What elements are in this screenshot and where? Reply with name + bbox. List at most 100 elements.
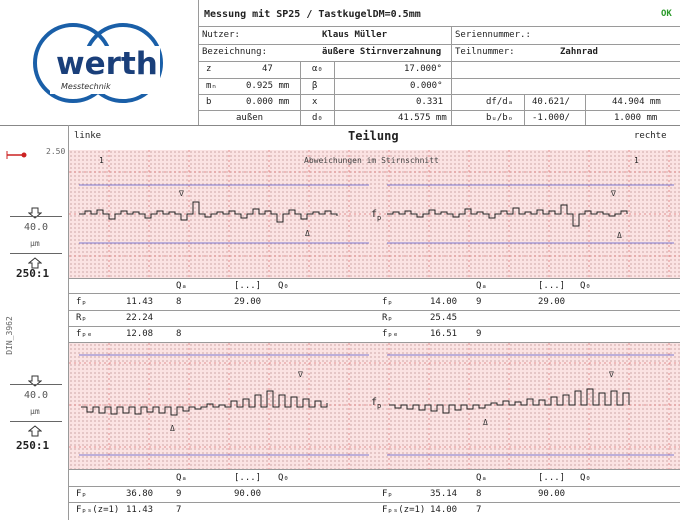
param-mn-value: 0.925 mm (246, 81, 290, 91)
teil-label: Teilnummer: (455, 47, 515, 57)
arrow-up-icon-2 (27, 422, 43, 441)
svg-text:∇: ∇ (178, 189, 184, 198)
tooth-1-label: 1 (99, 156, 104, 165)
t1-l-r0-val: 11.43 (126, 297, 154, 307)
scale2-value: 40.0 (24, 390, 49, 401)
svg-text:∇: ∇ (297, 370, 303, 379)
param-df-value: 40.621/ (532, 97, 570, 107)
param-bo-value: 1.000 mm (614, 113, 658, 123)
param-bu-bo: bᵤ/bₒ (486, 113, 514, 123)
t2-r-r0-val: 35.14 (430, 489, 458, 499)
werth-logo: werth Messtechnik (28, 8, 178, 118)
nutzer-value: Klaus Müller (322, 30, 388, 40)
t1-r-r0-lim: 29.00 (538, 297, 566, 307)
tooth-1-label-right: 1 (634, 156, 639, 165)
t1-r-r2-q: 9 (476, 329, 482, 339)
svg-text:Δ: Δ (617, 231, 622, 240)
header (0, 0, 680, 126)
t1-col-qb-right: Q₀ (580, 281, 591, 291)
t2-l-r1-q: 7 (176, 505, 182, 515)
param-b-value: 0.000 mm (246, 97, 290, 107)
bezeichnung-label: Bezeichnung: (202, 47, 268, 57)
plot-subtitle: Abweichungen im Stirnschnitt (304, 156, 439, 165)
t1-col-dots-right: [...] (538, 281, 566, 291)
t2-l-r1-label: Fₚₛ(z=1) (76, 505, 120, 515)
t2-r-r0-lim: 90.00 (538, 489, 566, 499)
param-x: x (312, 97, 318, 107)
t1-l-r1-val: 22.24 (126, 313, 154, 323)
t1-col-qa-right: Qₐ (476, 281, 487, 291)
svg-text:Δ: Δ (170, 424, 175, 433)
bezeichnung-value: äußere Stirnverzahnung (322, 47, 442, 57)
param-beta: β (312, 81, 318, 91)
t1-r-r0-val: 14.00 (430, 297, 458, 307)
t2-col-qb-right: Q₀ (580, 473, 591, 483)
t2-r-r0-label: Fₚ (382, 489, 393, 499)
t2-col-qa-left: Qₐ (176, 473, 187, 483)
ratio2: 250:1 (16, 439, 50, 452)
t2-l-r1-val: 11.43 (126, 505, 154, 515)
t1-col-qb-left: Q₀ (278, 281, 289, 291)
t2-l-r0-val: 36.80 (126, 489, 154, 499)
t1-r-r2-val: 16.51 (430, 329, 458, 339)
t1-r-r0-label: fₚ (382, 297, 393, 307)
fp-mark-1: fp (371, 209, 381, 224)
scale1-unit: μm (30, 239, 40, 248)
arrow-down-icon-2 (27, 372, 43, 391)
t1-col-qa-left: Qₐ (176, 281, 187, 291)
scale2-unit: μm (30, 407, 40, 416)
t2-col-qb-left: Q₀ (278, 473, 289, 483)
t1-l-r0-q: 8 (176, 297, 182, 307)
probe-icon (6, 145, 28, 164)
pitch-plot-2 (69, 343, 680, 469)
serien-label: Seriennummer.: (455, 30, 531, 40)
t2-l-r0-label: Fₚ (76, 489, 87, 499)
t2-col-qa-right: Qₐ (476, 473, 487, 483)
param-d0: d₀ (312, 113, 323, 123)
top-scale: 2.50 (46, 147, 66, 156)
t1-r-r1-val: 25.45 (430, 313, 458, 323)
t1-r-r0-q: 9 (476, 297, 482, 307)
t1-l-r1-label: Rₚ (76, 313, 87, 323)
t2-r-r1-val: 14.00 (430, 505, 458, 515)
status-ok: OK (661, 9, 672, 19)
nutzer-label: Nutzer: (202, 30, 240, 40)
t1-r-r2-label: fₚₑ (382, 329, 399, 339)
logo-subtext: Messtechnik (61, 82, 111, 91)
fp-letter-2: f (371, 397, 378, 408)
fp-sub: p (377, 214, 382, 222)
fp-letter: f (371, 209, 378, 220)
param-alpha-value: 17.000° (404, 64, 442, 74)
t2-col-dots-right: [...] (538, 473, 566, 483)
t1-l-r0-label: fₚ (76, 297, 87, 307)
arrow-down-icon (27, 204, 43, 223)
param-x-value: 0.331 (416, 97, 444, 107)
pitch-plot-2-graph: ∇ Δ ∇ Δ (69, 343, 680, 469)
section-title: Teilung (348, 129, 399, 143)
report-title: Messung mit SP25 / TastkugelDM=0.5mm (204, 9, 421, 20)
param-b: b (206, 97, 212, 107)
t1-l-r2-val: 12.08 (126, 329, 154, 339)
param-d0-value: 41.575 mm (398, 113, 447, 123)
t1-col-dots-left: [...] (234, 281, 262, 291)
param-da-value: 44.904 mm (612, 97, 661, 107)
fp-sub-2: p (377, 402, 382, 410)
left-flank-label: linke (74, 131, 102, 141)
right-flank-label: rechte (634, 131, 667, 141)
svg-text:Δ: Δ (305, 229, 310, 238)
ratio1: 250:1 (16, 267, 50, 280)
param-bu-value: -1.000/ (532, 113, 570, 123)
t1-l-r2-label: fₚₑ (76, 329, 93, 339)
t2-r-r1-label: Fₚₛ(z=1) (382, 505, 426, 515)
t2-l-r0-lim: 90.00 (234, 489, 262, 499)
t2-l-r0-q: 9 (176, 489, 182, 499)
param-df-da: df/dₐ (486, 97, 514, 107)
param-z-value: 47 (262, 64, 273, 74)
t2-r-r0-q: 8 (476, 489, 482, 499)
arrow-up-icon (27, 254, 43, 273)
fp-mark-2: fp (371, 397, 381, 412)
param-alpha: α₀ (312, 64, 323, 74)
t1-l-r2-q: 8 (176, 329, 182, 339)
svg-text:Δ: Δ (483, 418, 488, 427)
din-label: DIN_3962 (4, 316, 14, 355)
